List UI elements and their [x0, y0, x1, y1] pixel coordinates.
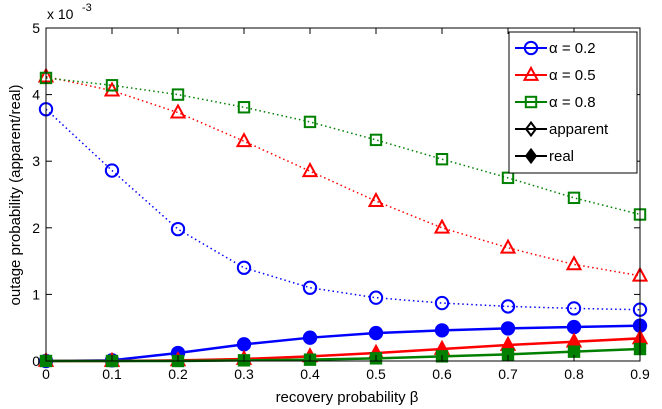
data-point [433, 218, 451, 234]
x-tick-label: 0 [42, 366, 50, 382]
axes-layer: 0 0.1 0.2 0.3 0.4 0.5 0.6 0.7 0.8 0.9 0 1 2 3 4 5 [32, 20, 650, 382]
data-point [171, 88, 185, 101]
series-apparent-alpha-0_5 [37, 67, 649, 282]
data-point [435, 153, 449, 166]
legend-label: real [549, 148, 574, 165]
y-tick-label: 0 [32, 353, 40, 369]
y-tick-label: 4 [32, 87, 40, 103]
data-point [367, 191, 385, 208]
data-point [235, 131, 253, 148]
data-point [236, 260, 252, 275]
data-point [302, 330, 318, 345]
x-axis-label: recovery probability β [276, 389, 419, 406]
data-point [303, 115, 317, 129]
x-tick-label: 0.8 [564, 366, 584, 382]
data-point [500, 321, 516, 336]
x-tick-label: 0.9 [630, 366, 650, 382]
y-axis-label: outage probability (apparent/real) [7, 85, 24, 306]
legend-item: α = 0.2 [515, 40, 596, 57]
data-point [105, 79, 119, 92]
legend-label: α = 0.5 [549, 67, 596, 84]
y-tick-label: 3 [32, 153, 40, 169]
data-point [567, 191, 581, 205]
data-point [368, 290, 384, 305]
x-tick-label: 0.2 [168, 366, 188, 382]
legend-item: α = 0.5 [515, 65, 596, 84]
legend-label: apparent [549, 121, 609, 138]
legend-item: real [515, 147, 574, 165]
data-point [237, 101, 251, 114]
y-exponent-base: x 10 [47, 6, 74, 22]
x-tick-label: 0.1 [102, 366, 122, 382]
legend-marker [524, 147, 538, 165]
legend-marker [524, 120, 538, 138]
legend-marker [523, 40, 539, 56]
x-tick-label: 0.3 [234, 366, 254, 382]
series-line [45, 77, 641, 216]
y-axis-exponent: x 10 -3 [47, 2, 92, 22]
legend-item: apparent [515, 120, 609, 138]
y-exponent-power: -3 [82, 2, 92, 14]
y-tick-label: 2 [32, 220, 40, 236]
data-point [566, 301, 582, 316]
y-tick-label: 1 [32, 286, 40, 302]
data-point [500, 299, 516, 314]
data-point [169, 103, 187, 119]
data-point [499, 238, 517, 254]
data-point [369, 133, 383, 147]
series-line [45, 324, 641, 363]
data-point [103, 81, 121, 97]
legend-label: α = 0.8 [549, 94, 596, 111]
x-tick-label: 0.7 [498, 366, 518, 382]
y-tick-label: 5 [32, 20, 40, 36]
legend-label: α = 0.2 [549, 40, 596, 57]
data-point [236, 337, 252, 352]
data-point [368, 325, 384, 341]
legend-item: α = 0.8 [515, 94, 596, 111]
legend-marker [522, 65, 540, 81]
data-point [301, 161, 319, 178]
x-tick-label: 0.5 [366, 366, 386, 382]
legend-marker [524, 95, 538, 109]
data-point [501, 171, 515, 185]
data-point [566, 319, 582, 335]
series-apparent-alpha-0_8 [39, 71, 647, 221]
x-tick-label: 0.4 [300, 366, 320, 382]
data-point [302, 280, 318, 295]
axes-frame [45, 27, 641, 362]
legend: α = 0.2 α = 0.5 α = 0.8 apparent real [508, 31, 638, 174]
series-apparent-alpha-0_2 [38, 102, 648, 317]
data-point [565, 255, 583, 271]
data-point [170, 221, 186, 237]
data-point [104, 163, 120, 178]
x-tick-label: 0.6 [432, 366, 452, 382]
data-point [434, 323, 450, 338]
data-point [434, 295, 450, 311]
